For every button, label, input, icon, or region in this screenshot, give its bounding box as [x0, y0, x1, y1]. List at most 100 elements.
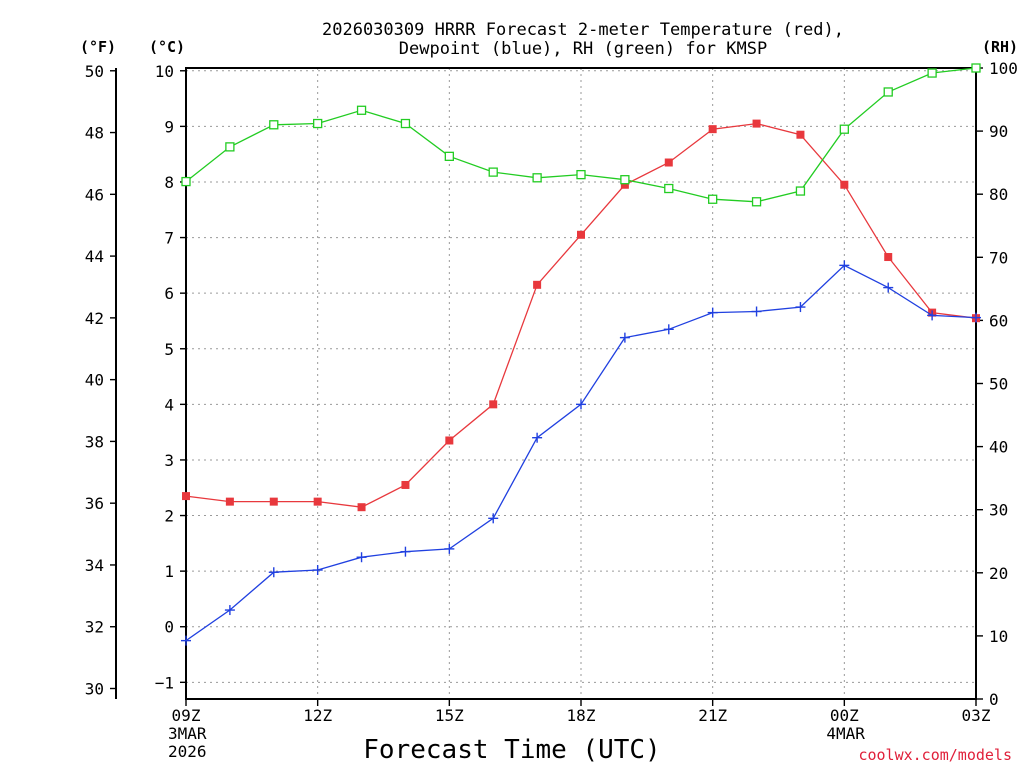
data-point-temperature	[489, 400, 498, 409]
rh-tick-label: 50	[989, 375, 1008, 394]
celsius-tick-label: 0	[164, 618, 174, 637]
fahrenheit-tick-label: 42	[85, 309, 104, 328]
rh-tick-label: 0	[989, 690, 999, 709]
data-point-rh	[356, 105, 367, 115]
celsius-tick-label: −1	[155, 673, 174, 692]
data-point-dewpoint	[576, 399, 586, 410]
data-point-rh	[269, 120, 279, 130]
x-tick-label: 00Z	[830, 706, 859, 725]
celsius-tick-label: 1	[164, 562, 174, 581]
x-tick-year: 2026	[168, 742, 207, 761]
data-point-dewpoint	[488, 513, 499, 524]
data-point-rh	[532, 173, 542, 183]
data-point-temperature	[182, 492, 190, 501]
axes: −101234567891030323436384042444648500102…	[85, 59, 1018, 761]
data-point-dewpoint	[795, 302, 806, 313]
grid-lines	[185, 68, 977, 699]
data-point-rh	[444, 151, 454, 161]
fahrenheit-tick-label: 36	[85, 494, 104, 513]
data-point-dewpoint	[444, 543, 455, 554]
data-point-rh	[181, 176, 191, 187]
data-point-temperature	[269, 497, 278, 506]
x-tick-label: 03Z	[962, 706, 991, 725]
chart-title-line1: 2026030309 HRRR Forecast 2-meter Tempera…	[322, 20, 844, 40]
credit-text: coolwx.com/models	[858, 746, 1012, 764]
data-point-dewpoint	[883, 282, 894, 293]
x-tick-label: 18Z	[567, 706, 596, 725]
rh-tick-label: 70	[989, 248, 1008, 267]
fahrenheit-tick-label: 32	[85, 618, 104, 637]
fahrenheit-axis-unit: (°F)	[80, 38, 116, 56]
rh-tick-label: 20	[989, 564, 1008, 583]
celsius-tick-label: 7	[164, 229, 174, 248]
rh-tick-label: 30	[989, 501, 1008, 520]
fahrenheit-tick-label: 40	[85, 371, 104, 390]
chart-title-line2: Dewpoint (blue), RH (green) for KMSP	[399, 39, 767, 59]
rh-tick-label: 90	[989, 122, 1008, 141]
rh-tick-label: 100	[989, 59, 1018, 78]
data-point-temperature	[884, 253, 893, 262]
rh-tick-label: 80	[989, 185, 1008, 204]
data-point-rh	[664, 183, 674, 194]
x-axis-label: Forecast Time (UTC)	[363, 735, 660, 765]
data-point-rh	[927, 68, 937, 78]
data-point-dewpoint	[707, 307, 718, 318]
data-point-rh	[576, 169, 586, 180]
data-point-rh	[883, 87, 893, 97]
fahrenheit-tick-label: 38	[85, 432, 104, 451]
series-dewpoint	[181, 260, 981, 646]
data-point-temperature	[577, 230, 585, 239]
data-point-rh	[971, 63, 981, 73]
data-point-dewpoint	[839, 260, 850, 271]
data-point-temperature	[445, 436, 454, 445]
data-point-dewpoint	[400, 546, 411, 557]
celsius-tick-label: 4	[164, 395, 174, 414]
x-tick-label: 12Z	[303, 706, 332, 725]
fahrenheit-tick-label: 44	[85, 247, 104, 266]
x-tick-label: 15Z	[435, 706, 464, 725]
data-point-temperature	[840, 180, 849, 189]
x-tick-label: 09Z	[172, 706, 201, 725]
data-point-rh	[313, 118, 323, 129]
rh-tick-label: 10	[989, 627, 1008, 646]
rh-axis-unit: (RH)	[982, 38, 1018, 56]
data-point-temperature	[664, 158, 673, 167]
data-point-rh	[751, 197, 762, 207]
x-tick-label: 21Z	[698, 706, 727, 725]
data-point-temperature	[620, 180, 629, 189]
data-point-rh	[708, 194, 718, 204]
celsius-tick-label: 6	[164, 284, 174, 303]
data-point-dewpoint	[532, 432, 543, 443]
data-point-rh	[225, 142, 235, 152]
fahrenheit-tick-label: 50	[85, 62, 104, 81]
fahrenheit-tick-label: 48	[85, 124, 104, 143]
data-point-temperature	[752, 119, 761, 128]
data-point-temperature	[533, 280, 542, 289]
series-rh	[181, 63, 981, 207]
data-series	[181, 63, 981, 646]
celsius-tick-label: 2	[164, 507, 174, 526]
data-point-dewpoint	[312, 565, 323, 576]
data-point-rh	[839, 124, 849, 134]
celsius-tick-label: 3	[164, 451, 174, 470]
x-tick-date: 3MAR	[168, 724, 207, 743]
data-point-dewpoint	[619, 332, 630, 343]
data-point-temperature	[357, 503, 366, 512]
celsius-tick-label: 9	[164, 117, 174, 136]
fahrenheit-tick-label: 34	[85, 556, 104, 575]
data-point-dewpoint	[356, 552, 367, 563]
data-point-temperature	[401, 480, 410, 489]
data-point-rh	[620, 175, 630, 185]
data-point-temperature	[708, 125, 717, 134]
fahrenheit-tick-label: 46	[85, 185, 104, 204]
data-point-dewpoint	[971, 312, 981, 323]
data-point-rh	[400, 118, 411, 129]
celsius-tick-label: 8	[164, 173, 174, 192]
rh-tick-label: 40	[989, 438, 1008, 457]
celsius-tick-label: 10	[155, 62, 174, 81]
rh-tick-label: 60	[989, 311, 1008, 330]
data-point-rh	[488, 167, 498, 177]
celsius-axis-unit: (°C)	[149, 38, 185, 56]
data-point-dewpoint	[927, 310, 938, 321]
